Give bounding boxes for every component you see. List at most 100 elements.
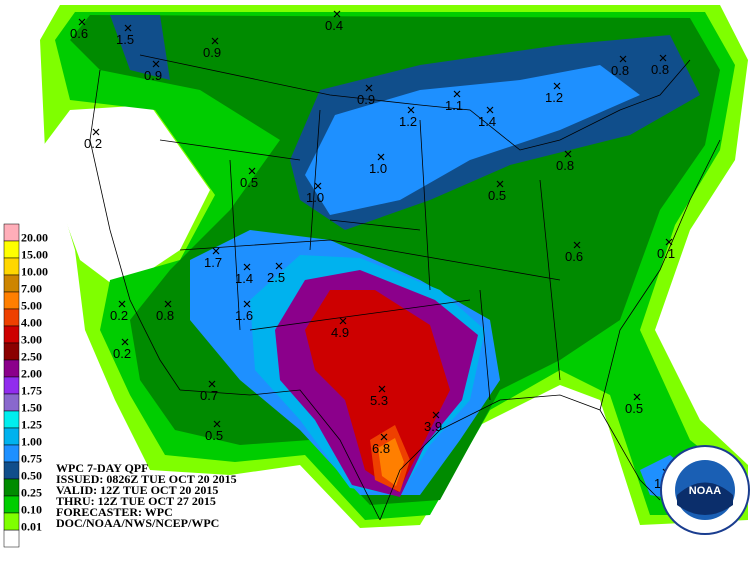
info-line: FORECASTER: WPC bbox=[56, 505, 173, 519]
precip-areas bbox=[40, 5, 748, 528]
legend-label: 0.25 bbox=[21, 485, 42, 499]
area-blue-north bbox=[305, 65, 640, 215]
info-line: THRU: 12Z TUE OCT 27 2015 bbox=[56, 494, 216, 508]
point-label: 1.0 bbox=[306, 190, 324, 205]
point-label: 1.4 bbox=[235, 271, 253, 286]
legend-label: 1.00 bbox=[21, 434, 42, 448]
point-marker bbox=[275, 262, 283, 270]
info-line: DOC/NOAA/NWS/NCEP/WPC bbox=[56, 516, 219, 530]
point-marker bbox=[339, 317, 347, 325]
legend-label: 10.00 bbox=[21, 264, 48, 278]
point-marker bbox=[208, 380, 216, 388]
legend-swatch bbox=[3, 359, 20, 378]
point-marker bbox=[432, 411, 440, 419]
logo-wave bbox=[677, 482, 733, 515]
point-label: 1.7 bbox=[204, 255, 222, 270]
legend-label: 3.00 bbox=[21, 332, 42, 346]
point-marker bbox=[377, 153, 385, 161]
legend-swatch bbox=[3, 274, 20, 293]
point-marker bbox=[78, 18, 86, 26]
info-block: WPC 7-DAY QPF ISSUED: 0826Z TUE OCT 20 2… bbox=[56, 461, 237, 530]
point-label: 0.9 bbox=[144, 68, 162, 83]
canada-border bbox=[139, 54, 691, 151]
point-label: 4.9 bbox=[331, 325, 349, 340]
noaa-logo: NOAA bbox=[660, 445, 750, 535]
point-marker bbox=[333, 10, 341, 18]
point-marker bbox=[496, 180, 504, 188]
point-label: 1.2 bbox=[545, 90, 563, 105]
point-label: 3.9 bbox=[424, 419, 442, 434]
point-label: 1.5 bbox=[116, 32, 134, 47]
legend-label: 5.00 bbox=[21, 298, 42, 312]
point-marker bbox=[243, 263, 251, 271]
state-lines bbox=[159, 109, 561, 401]
point-label: 0.6 bbox=[70, 26, 88, 41]
point-marker bbox=[248, 167, 256, 175]
point-label: 0.5 bbox=[625, 401, 643, 416]
point-label: 1.2 bbox=[399, 114, 417, 129]
legend-swatch bbox=[3, 240, 20, 259]
point-label: 0.7 bbox=[200, 388, 218, 403]
point-marker bbox=[118, 300, 126, 308]
gulf-coast bbox=[379, 394, 661, 521]
east-coast bbox=[599, 139, 721, 411]
point-label: 1.0 bbox=[369, 161, 387, 176]
legend-label: 15.00 bbox=[21, 247, 48, 261]
point-marker bbox=[573, 241, 581, 249]
point-label: 0.8 bbox=[651, 62, 669, 77]
point-label: 0.2 bbox=[113, 346, 131, 361]
point-marker bbox=[486, 106, 494, 114]
legend-swatch bbox=[3, 512, 20, 531]
point-label: 6.8 bbox=[372, 441, 390, 456]
legend-label: 0.10 bbox=[21, 502, 42, 516]
info-line: WPC 7-DAY QPF bbox=[56, 461, 148, 475]
point-label: 1.6 bbox=[235, 308, 253, 323]
legend-swatch bbox=[3, 461, 20, 480]
boundaries bbox=[89, 54, 721, 521]
legend-swatch bbox=[3, 308, 20, 327]
us-coast-west bbox=[89, 69, 181, 391]
legend-swatch bbox=[3, 410, 20, 429]
info-line: ISSUED: 0826Z TUE OCT 20 2015 bbox=[56, 472, 237, 486]
point-label: 0.4 bbox=[325, 18, 343, 33]
point-label: 0.5 bbox=[488, 188, 506, 203]
point-marker bbox=[213, 420, 221, 428]
legend-swatch bbox=[3, 444, 20, 463]
point-marker bbox=[152, 60, 160, 68]
legend-label: 1.25 bbox=[21, 417, 42, 431]
legend-label: 0.01 bbox=[21, 519, 42, 533]
point-label: 0.1 bbox=[657, 246, 675, 261]
point-marker bbox=[212, 247, 220, 255]
point-marker bbox=[665, 238, 673, 246]
legend-swatch bbox=[3, 325, 20, 344]
point-label: 2.5 bbox=[267, 270, 285, 285]
point-marker bbox=[453, 90, 461, 98]
legend-swatch bbox=[3, 291, 20, 310]
mexico-border bbox=[179, 389, 381, 521]
legend-label: 2.00 bbox=[21, 366, 42, 380]
point-marker bbox=[164, 300, 172, 308]
point-label: 1.4 bbox=[478, 114, 496, 129]
legend-swatch bbox=[3, 376, 20, 395]
point-label: 0.8 bbox=[556, 158, 574, 173]
point-marker bbox=[92, 128, 100, 136]
point-marker bbox=[380, 433, 388, 441]
point-marker bbox=[243, 300, 251, 308]
point-label: 0.2 bbox=[110, 308, 128, 323]
point-marker bbox=[553, 82, 561, 90]
legend-label: 2.50 bbox=[21, 349, 42, 363]
area-dark-red bbox=[305, 290, 450, 492]
legend-swatch bbox=[3, 393, 20, 412]
legend-swatch-zero bbox=[3, 529, 20, 548]
point-label: 0.6 bbox=[565, 249, 583, 264]
point-marker bbox=[378, 385, 386, 393]
point-label: 1.1 bbox=[445, 98, 463, 113]
legend-label: 4.00 bbox=[21, 315, 42, 329]
point-marker bbox=[121, 338, 129, 346]
legend-swatch bbox=[3, 495, 20, 514]
point-label: 0.8 bbox=[156, 308, 174, 323]
point-marker bbox=[564, 150, 572, 158]
legend-label: 1.75 bbox=[21, 383, 42, 397]
point-marker bbox=[633, 393, 641, 401]
